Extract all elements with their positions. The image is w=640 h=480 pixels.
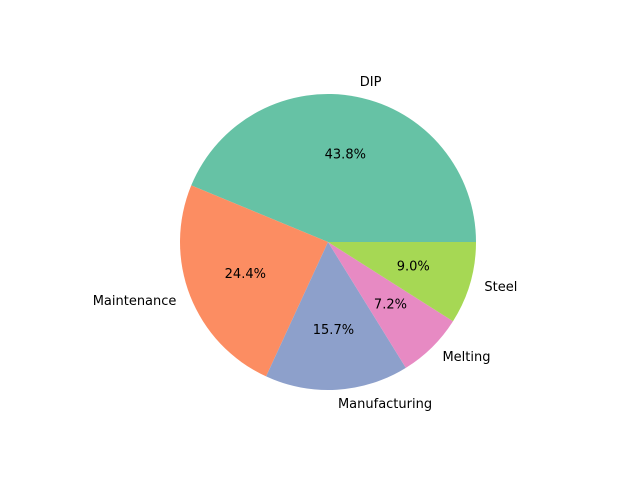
slice-percent-melting: 7.2% <box>374 298 407 313</box>
slice-label-steel: Steel <box>484 280 517 295</box>
slice-percent-steel: 9.0% <box>397 259 430 274</box>
pie-slice-manufacturing <box>266 242 406 391</box>
pie-slice-melting <box>328 242 454 368</box>
slice-percent-maintenance: 24.4% <box>225 267 266 282</box>
slice-label-melting: Melting <box>442 350 490 365</box>
pie-slice-maintenance <box>180 185 328 377</box>
slice-label-dip: DIP <box>360 75 382 90</box>
slice-label-maintenance: Maintenance <box>93 294 177 309</box>
slice-percent-dip: 43.8% <box>325 147 366 162</box>
pie-slices <box>180 93 477 391</box>
pie-slice-steel <box>328 242 477 322</box>
slice-label-manufacturing: Manufacturing <box>338 397 432 412</box>
pie-labels: DIP 43.8% Maintenance 24.4% Manufacturing 15.… <box>93 75 518 412</box>
pie-slice-dip <box>191 93 477 242</box>
slice-percent-manufacturing: 15.7% <box>313 323 354 338</box>
